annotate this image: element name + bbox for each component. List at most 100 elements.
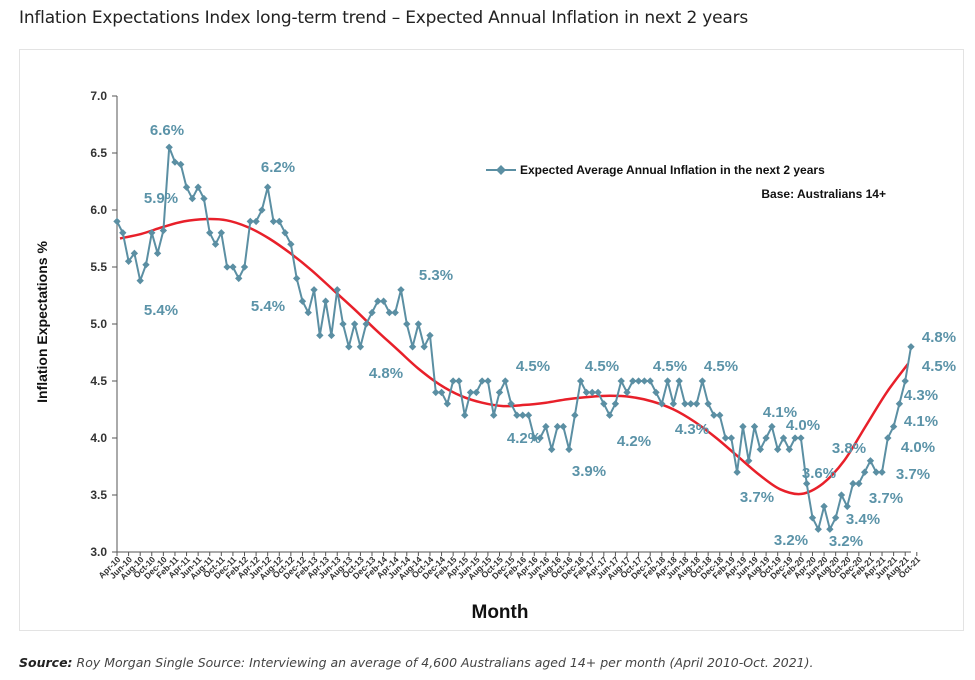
data-point bbox=[223, 263, 231, 271]
y-tick-label: 5.0 bbox=[90, 317, 107, 331]
data-point bbox=[252, 217, 260, 226]
data-point bbox=[206, 229, 214, 237]
data-point bbox=[797, 434, 805, 442]
data-point bbox=[182, 183, 191, 191]
data-point bbox=[385, 308, 394, 317]
data-point bbox=[408, 343, 417, 351]
data-point bbox=[646, 377, 654, 385]
data-point bbox=[211, 240, 220, 248]
value-annotation: 4.5% bbox=[585, 358, 619, 375]
data-point bbox=[466, 388, 475, 397]
data-point bbox=[194, 183, 202, 191]
value-annotation: 4.5% bbox=[516, 358, 550, 375]
data-point bbox=[136, 277, 144, 285]
data-point bbox=[739, 422, 747, 431]
y-tick-label: 3.0 bbox=[90, 545, 107, 559]
data-point bbox=[188, 194, 197, 203]
data-point bbox=[142, 261, 150, 269]
data-point bbox=[652, 388, 660, 397]
data-point bbox=[292, 274, 301, 283]
value-annotation: 4.8% bbox=[369, 365, 403, 382]
data-point bbox=[826, 525, 834, 533]
data-point bbox=[327, 331, 336, 340]
data-point bbox=[507, 400, 515, 408]
data-point bbox=[803, 479, 811, 488]
data-point bbox=[495, 388, 504, 397]
data-point bbox=[310, 286, 318, 294]
data-point bbox=[733, 468, 741, 476]
data-point bbox=[391, 308, 399, 317]
data-point bbox=[455, 377, 463, 385]
data-point bbox=[692, 400, 701, 408]
value-annotation: 3.8% bbox=[832, 440, 866, 457]
data-point bbox=[704, 400, 712, 408]
legend-base-note: Base: Australians 14+ bbox=[761, 187, 886, 201]
y-tick-label: 4.0 bbox=[90, 431, 107, 445]
data-point bbox=[675, 377, 683, 385]
data-point bbox=[113, 217, 121, 226]
data-point bbox=[837, 491, 846, 499]
data-point bbox=[478, 377, 486, 385]
value-annotation: 4.0% bbox=[786, 417, 820, 434]
value-annotation: 3.7% bbox=[740, 489, 774, 506]
y-tick-label: 5.5 bbox=[90, 260, 107, 274]
data-point bbox=[553, 422, 562, 431]
source-label: Source: bbox=[19, 655, 73, 670]
data-point bbox=[536, 434, 544, 442]
value-annotation: 5.3% bbox=[419, 267, 453, 284]
data-point bbox=[605, 411, 614, 419]
data-point bbox=[866, 457, 875, 465]
data-point bbox=[634, 377, 643, 385]
data-point bbox=[617, 377, 625, 385]
data-point bbox=[217, 229, 225, 237]
value-annotation: 4.5% bbox=[922, 358, 956, 375]
data-point bbox=[258, 206, 266, 214]
data-point bbox=[287, 240, 295, 248]
y-tick-label: 6.0 bbox=[90, 203, 107, 217]
value-annotation: 4.8% bbox=[922, 329, 956, 346]
data-point bbox=[774, 445, 782, 454]
data-point bbox=[889, 422, 898, 431]
data-point bbox=[768, 422, 776, 431]
data-point bbox=[687, 400, 695, 408]
value-annotation: 3.2% bbox=[829, 533, 863, 550]
data-point bbox=[791, 434, 799, 442]
data-point bbox=[878, 468, 886, 476]
data-point bbox=[240, 263, 249, 271]
y-tick-label: 7.0 bbox=[90, 89, 107, 103]
data-point bbox=[640, 377, 649, 385]
data-point bbox=[594, 388, 602, 397]
data-point bbox=[727, 434, 736, 442]
data-point bbox=[304, 308, 312, 317]
data-point bbox=[669, 400, 678, 408]
data-point bbox=[681, 400, 689, 408]
data-point bbox=[519, 411, 527, 419]
data-point bbox=[379, 297, 388, 305]
data-point bbox=[820, 502, 828, 511]
data-point bbox=[362, 320, 370, 328]
data-point bbox=[855, 479, 863, 488]
data-point bbox=[368, 308, 376, 317]
data-point bbox=[153, 249, 162, 257]
data-point bbox=[461, 411, 469, 419]
data-point bbox=[472, 388, 481, 397]
y-tick-label: 6.5 bbox=[90, 146, 107, 160]
value-annotation: 6.6% bbox=[150, 122, 184, 139]
y-tick-label: 4.5 bbox=[90, 374, 107, 388]
data-point bbox=[629, 377, 637, 385]
data-point bbox=[588, 388, 596, 397]
source-text: Roy Morgan Single Source: Interviewing a… bbox=[76, 655, 814, 670]
chart-title: Inflation Expectations Index long-term t… bbox=[19, 8, 749, 28]
data-point bbox=[843, 502, 851, 511]
data-point bbox=[565, 445, 573, 454]
data-point bbox=[600, 400, 608, 408]
data-point bbox=[229, 263, 237, 271]
data-point bbox=[872, 468, 880, 476]
legend-marker-icon bbox=[496, 165, 506, 175]
data-point bbox=[449, 377, 457, 385]
data-point bbox=[513, 411, 521, 419]
data-point bbox=[403, 320, 411, 328]
data-point bbox=[785, 445, 793, 454]
data-point bbox=[432, 388, 440, 397]
value-annotation: 3.6% bbox=[802, 465, 836, 482]
